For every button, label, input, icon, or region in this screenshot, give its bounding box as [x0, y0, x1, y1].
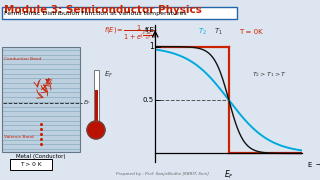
Text: Prepared by : Prof. SanjivBodhe [KBRIT, Sion]: Prepared by : Prof. SanjivBodhe [KBRIT, … — [116, 172, 208, 176]
Text: E $\rightarrow$: E $\rightarrow$ — [307, 160, 320, 169]
Bar — [2, 7, 237, 19]
Text: Valence Band: Valence Band — [4, 135, 34, 139]
Text: $T_2 > T_1 > T$: $T_2 > T_1 > T$ — [252, 71, 288, 79]
Text: $E_F$: $E_F$ — [224, 168, 234, 180]
Bar — [2, 47, 80, 152]
Text: $T_1$: $T_1$ — [214, 27, 223, 37]
Text: Module 3: Semiconductor Physics: Module 3: Semiconductor Physics — [4, 5, 202, 15]
Text: $E_F$: $E_F$ — [83, 98, 92, 107]
Text: 0.5: 0.5 — [143, 97, 154, 103]
Circle shape — [87, 121, 105, 139]
Text: T = 0K: T = 0K — [239, 29, 263, 35]
Text: $f(E) = \dfrac{1}{1+e^{(\frac{E-E_F}{kT})}}$: $f(E) = \dfrac{1}{1+e^{(\frac{E-E_F}{kT}… — [104, 23, 156, 42]
Text: 1: 1 — [149, 42, 154, 51]
Bar — [10, 159, 52, 170]
Bar — [93, 70, 99, 125]
Text: $T_2$: $T_2$ — [198, 27, 207, 37]
Text: Conduction Band: Conduction Band — [4, 57, 41, 61]
Text: Fermi-Dirac Distribution Function at various temperatures: Fermi-Dirac Distribution Function at var… — [4, 10, 187, 15]
Text: T > 0 K: T > 0 K — [20, 161, 42, 166]
Text: Metal (Conductor): Metal (Conductor) — [16, 154, 66, 159]
Text: f(E): f(E) — [144, 26, 157, 33]
Bar — [94, 90, 98, 123]
Text: $E_F$: $E_F$ — [104, 70, 113, 80]
